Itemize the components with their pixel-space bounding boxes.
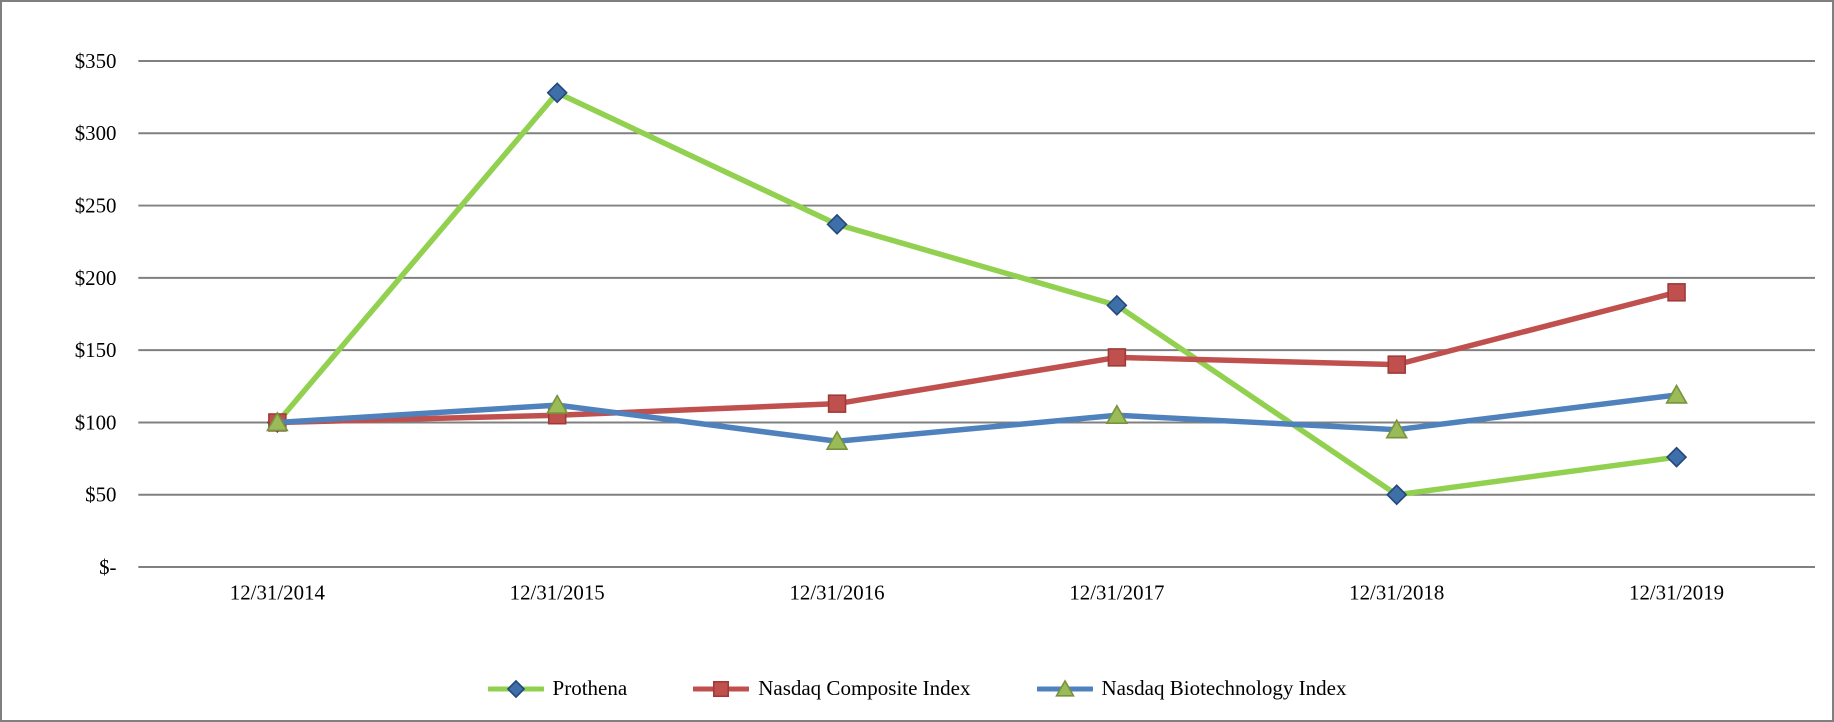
legend-label: Prothena	[552, 676, 628, 700]
prothena-data-point-marker	[1106, 294, 1128, 316]
nasdaq-composite-index-legend-marker-icon	[713, 680, 730, 697]
nasdaq-biotechnology-index-data-point-marker	[545, 394, 569, 414]
nasdaq-composite-index-data-point-marker	[827, 394, 847, 413]
series-nasdaq-biotechnology-index	[266, 383, 1688, 451]
y-tick-label: $50	[85, 483, 116, 507]
y-tick-label: $100	[75, 410, 117, 434]
nasdaq-biotechnology-index-legend-marker-icon	[1054, 678, 1075, 697]
legend-label: Nasdaq Biotechnology Index	[1101, 676, 1347, 700]
x-tick-label: 12/31/2015	[510, 581, 605, 605]
nasdaq-biotechnology-index-data-point-marker	[1665, 383, 1688, 404]
y-tick-label: $250	[75, 194, 117, 218]
prothena-legend-marker-icon	[506, 679, 525, 698]
legend-item-nasdaq-composite-index: Nasdaq Composite Index	[693, 676, 971, 701]
prothena-data-point-marker	[826, 213, 848, 235]
legend-item-prothena: Prothena	[487, 676, 628, 701]
series-nasdaq-composite-index	[268, 283, 1686, 432]
legend-label: Nasdaq Composite Index	[758, 676, 971, 700]
nasdaq-biotechnology-index-data-point-marker	[825, 430, 849, 451]
legend: Prothena Nasdaq Composite Index Nasdaq Bio…	[2, 676, 1832, 701]
prothena-data-point-marker	[546, 82, 568, 104]
nasdaq-composite-index-data-point-marker	[1387, 355, 1406, 374]
x-tick-label: 12/31/2014	[230, 581, 326, 605]
y-tick-label: $350	[75, 49, 117, 73]
legend-item-nasdaq-biotechnology-index: Nasdaq Biotechnology Index	[1036, 676, 1347, 701]
prothena-data-point-marker	[1665, 446, 1688, 468]
nasdaq-biotechnology-index-legend-swatch-icon	[1036, 678, 1093, 697]
series-prothena	[266, 82, 1688, 506]
nasdaq-biotechnology-index-data-point-marker	[266, 411, 289, 432]
series-line-nasdaq-composite-index	[274, 289, 1680, 426]
series-line-prothena	[274, 90, 1680, 498]
y-tick-label: $300	[75, 121, 117, 145]
nasdaq-biotechnology-index-data-point-marker	[1385, 418, 1409, 439]
prothena-data-point-marker	[1386, 484, 1408, 506]
x-tick-label: 12/31/2017	[1069, 581, 1164, 605]
nasdaq-composite-index-data-point-marker	[1667, 283, 1686, 302]
prothena-legend-swatch-icon	[487, 679, 544, 698]
x-tick-label: 12/31/2019	[1629, 581, 1724, 605]
nasdaq-biotechnology-index-data-point-marker	[1105, 404, 1129, 424]
y-tick-label: $150	[75, 338, 117, 362]
y-tick-label: $-	[99, 555, 116, 579]
x-tick-label: 12/31/2016	[789, 581, 884, 605]
x-tick-label: 12/31/2018	[1349, 581, 1444, 605]
nasdaq-composite-index-data-point-marker	[1107, 348, 1127, 367]
nasdaq-composite-index-legend-swatch-icon	[693, 680, 750, 697]
y-tick-label: $200	[75, 266, 117, 290]
series-line-nasdaq-biotechnology-index	[274, 392, 1680, 444]
